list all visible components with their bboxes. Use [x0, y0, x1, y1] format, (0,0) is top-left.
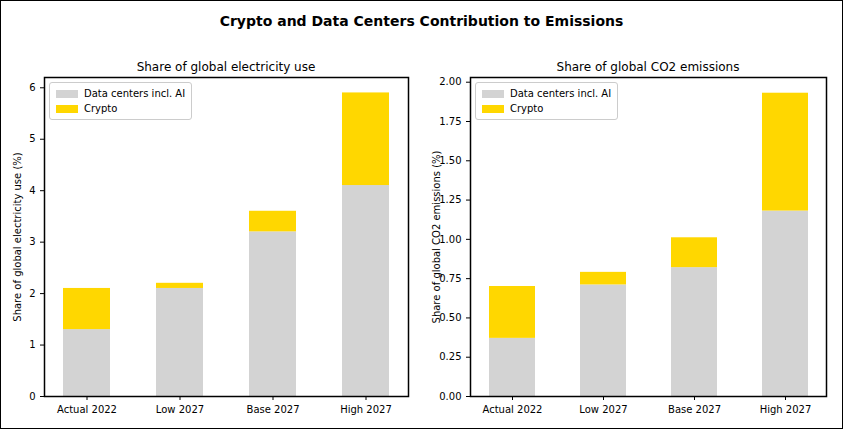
svg-text:6: 6: [29, 82, 35, 93]
html-text:Share of global CO2 emissions: Share of global CO2 emissions: [556, 60, 740, 74]
svg-text:1.25: 1.25: [439, 194, 461, 205]
svg-text:5: 5: [29, 133, 35, 144]
html-text:Crypto and Data Centers Contri: Crypto and Data Centers Contribution to …: [219, 13, 624, 29]
html-text:Crypto: Crypto: [84, 103, 118, 114]
svg-text:1.00: 1.00: [439, 234, 461, 245]
svg-text:1: 1: [29, 339, 35, 350]
svg-text:0.50: 0.50: [439, 312, 461, 323]
svg-text:High 2027: High 2027: [340, 404, 392, 415]
svg-text:1.50: 1.50: [439, 155, 461, 166]
html-text:Share of global electricity us: Share of global electricity use: [136, 60, 316, 74]
svg-text:4: 4: [29, 185, 35, 196]
svg-text:Share of global CO2 emissions: Share of global CO2 emissions (%): [431, 150, 442, 323]
svg-text:High 2027: High 2027: [760, 404, 812, 415]
html-text:Crypto: Crypto: [510, 103, 544, 114]
svg-text:0.25: 0.25: [439, 351, 461, 362]
svg-text:Share of global electricity us: Share of global electricity use (%): [12, 152, 23, 321]
html-text:Data centers incl. AI: Data centers incl. AI: [510, 88, 612, 99]
svg-text:0: 0: [29, 391, 35, 402]
svg-text:Base 2027: Base 2027: [668, 404, 721, 415]
svg-text:0.75: 0.75: [439, 273, 461, 284]
svg-text:1.75: 1.75: [439, 116, 461, 127]
svg-text:2: 2: [29, 288, 35, 299]
svg-text:3: 3: [29, 236, 35, 247]
svg-text:Low 2027: Low 2027: [156, 404, 204, 415]
svg-text:0.00: 0.00: [439, 391, 461, 402]
svg-text:Low 2027: Low 2027: [579, 404, 627, 415]
svg-text:Base 2027: Base 2027: [247, 404, 300, 415]
svg-text:2.00: 2.00: [439, 76, 461, 87]
svg-text:Actual 2022: Actual 2022: [57, 404, 117, 415]
html-text:Data centers incl. AI: Data centers incl. AI: [84, 88, 186, 99]
svg-text:Actual 2022: Actual 2022: [483, 404, 543, 415]
